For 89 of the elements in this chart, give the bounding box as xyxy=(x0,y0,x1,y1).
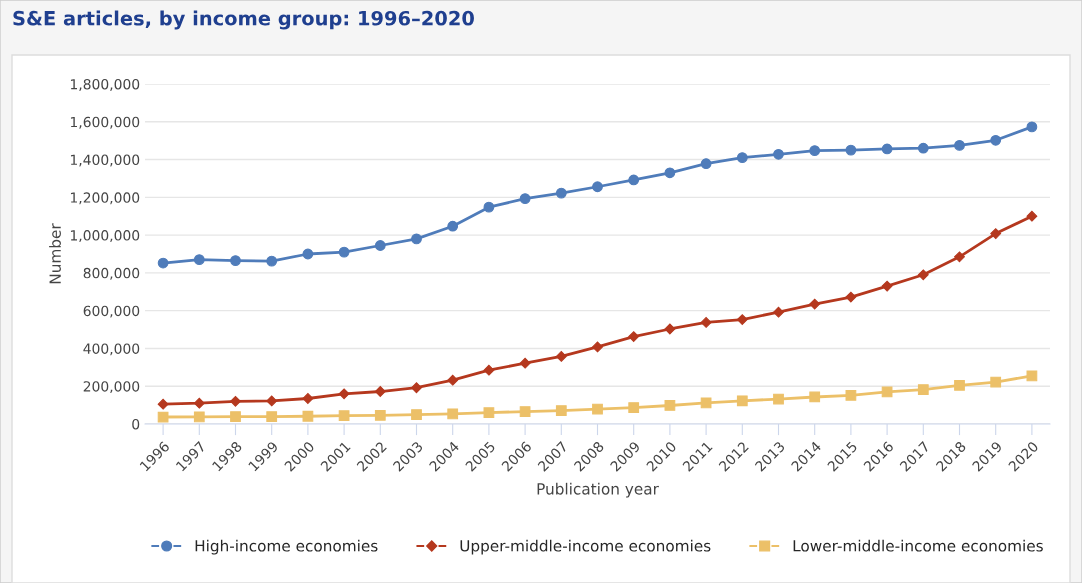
point xyxy=(664,167,676,179)
point xyxy=(519,357,531,369)
point xyxy=(845,389,857,401)
point xyxy=(628,331,640,342)
point xyxy=(954,379,965,391)
point xyxy=(302,393,314,404)
point xyxy=(664,400,676,411)
point xyxy=(592,181,603,193)
point xyxy=(917,269,929,281)
point xyxy=(230,411,241,423)
point xyxy=(374,386,386,397)
y-tick-label: 1,800,000 xyxy=(70,78,140,91)
point xyxy=(736,314,748,325)
point xyxy=(411,409,422,420)
y-tick-label: 400,000 xyxy=(83,343,140,356)
point xyxy=(157,398,169,410)
point xyxy=(193,411,205,423)
point xyxy=(917,142,929,154)
point xyxy=(338,410,350,422)
point xyxy=(302,248,314,260)
point xyxy=(157,257,169,269)
point xyxy=(338,246,350,258)
point xyxy=(266,395,278,407)
point xyxy=(990,134,1002,146)
point xyxy=(411,382,422,394)
point xyxy=(374,240,386,251)
point xyxy=(193,397,205,409)
y-tick-label: 1,000,000 xyxy=(70,230,140,242)
point xyxy=(736,395,748,407)
point xyxy=(1026,121,1038,133)
point xyxy=(483,364,495,376)
y-tick-label: 200,000 xyxy=(83,381,140,394)
y-axis-title: Number xyxy=(49,223,61,284)
point xyxy=(990,376,1002,388)
point xyxy=(700,158,712,170)
x-axis-title: Publication year xyxy=(537,482,659,498)
point xyxy=(230,395,241,407)
point xyxy=(700,397,712,409)
point xyxy=(881,280,893,292)
point xyxy=(302,410,314,422)
point xyxy=(447,374,459,386)
point xyxy=(555,187,567,199)
point xyxy=(447,220,459,232)
point xyxy=(773,393,784,405)
point xyxy=(555,405,567,416)
y-tick-label: 1,200,000 xyxy=(70,192,140,205)
legend-label: Lower-middle-income economies xyxy=(793,539,1043,552)
point xyxy=(628,174,640,186)
point xyxy=(555,350,567,362)
point xyxy=(374,409,386,421)
legend-label: High-income economies xyxy=(195,539,378,555)
point xyxy=(193,254,205,266)
y-tick-label: 600,000 xyxy=(83,305,140,318)
chart-title: S&E articles, by income group: 1996–2020 xyxy=(13,10,474,30)
point xyxy=(773,306,784,318)
point xyxy=(628,402,640,413)
point xyxy=(519,193,531,205)
y-tick-label: 800,000 xyxy=(83,267,140,280)
point xyxy=(447,408,459,420)
y-tick-label: 1,600,000 xyxy=(70,116,140,129)
point xyxy=(266,255,278,267)
point xyxy=(592,403,603,415)
point xyxy=(519,406,531,417)
point xyxy=(338,388,350,400)
point xyxy=(845,291,857,303)
point xyxy=(809,391,821,403)
point xyxy=(917,384,929,395)
point xyxy=(881,143,893,155)
point xyxy=(592,341,603,353)
y-tick-label: 1,400,000 xyxy=(70,154,140,167)
point xyxy=(1026,370,1038,382)
point xyxy=(845,144,857,156)
point xyxy=(700,316,712,328)
point xyxy=(954,251,965,263)
point xyxy=(664,323,676,335)
point xyxy=(809,145,821,157)
point xyxy=(736,152,748,164)
point xyxy=(990,228,1002,240)
legend-label: Upper-middle-income economies xyxy=(460,539,711,555)
point xyxy=(483,407,495,419)
point xyxy=(483,201,495,213)
point xyxy=(773,148,784,160)
point xyxy=(411,233,422,245)
point xyxy=(230,255,241,266)
point xyxy=(809,298,821,310)
point xyxy=(954,140,965,151)
y-tick-label: 0 xyxy=(132,418,140,430)
point xyxy=(266,411,278,423)
point xyxy=(1026,210,1038,222)
